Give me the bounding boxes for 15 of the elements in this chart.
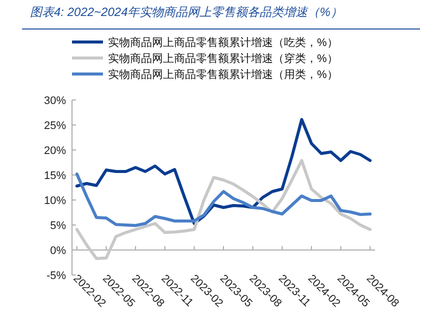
y-tick-label: 25% (44, 120, 66, 132)
chart-title: 图表4: 2022~2024年实物商品网上零售额各品类增速（%） (30, 5, 342, 19)
y-tick-label: 20% (44, 145, 66, 157)
y-tick-label: 0% (50, 245, 66, 257)
y-tick-label: 5% (50, 220, 66, 232)
line-series (75, 118, 372, 225)
line-series (75, 172, 372, 227)
y-tick-label: 10% (44, 195, 66, 207)
legend-label: 实物商品网上商品零售额累计增速（穿类，%） (108, 52, 338, 65)
line-series (75, 159, 372, 260)
legend-label: 实物商品网上商品零售额累计增速（吃类，%） (108, 36, 338, 49)
y-tick-label: 15% (44, 170, 66, 182)
y-tick-label: 30% (44, 95, 66, 107)
y-tick-label: -5% (46, 270, 66, 282)
legend-label: 实物商品网上商品零售额累计增速（用类，%） (108, 68, 338, 81)
